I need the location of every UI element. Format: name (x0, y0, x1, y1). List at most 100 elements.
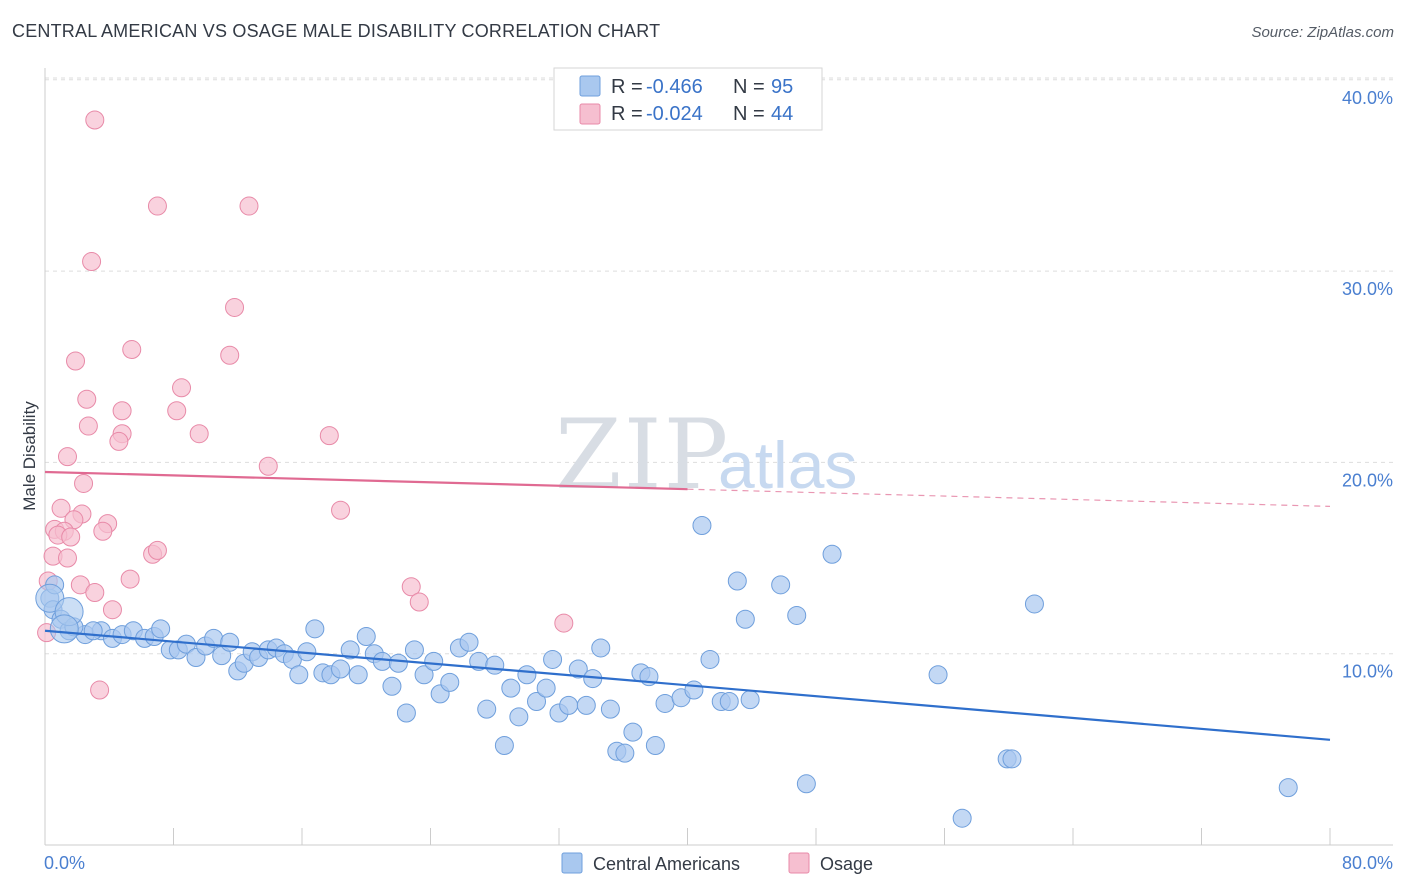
osage-point-21 (331, 500, 351, 520)
central-americans-point-65 (600, 699, 620, 719)
central-americans-point-55 (517, 665, 537, 685)
central-americans-point-42 (404, 640, 424, 660)
osage-point-5 (122, 340, 142, 360)
central-americans-point-89 (1002, 749, 1022, 769)
central-americans-point-34 (340, 640, 360, 660)
osage-point-20 (51, 498, 71, 518)
central-americans-point-19 (220, 632, 240, 652)
osage-point-27 (93, 521, 113, 541)
osage-point-31 (147, 540, 167, 560)
legend-n-label-1: N = (733, 76, 765, 98)
central-americans-point-75 (692, 516, 712, 536)
central-americans-point-83 (787, 605, 807, 625)
chart-title: CENTRAL AMERICAN VS OSAGE MALE DISABILIT… (12, 21, 661, 41)
watermark-atlas: atlas (718, 428, 857, 502)
central-americans-point-35 (348, 665, 368, 685)
tick-labels: 10.0% 20.0% 30.0% 40.0% 0.0% 80.0% (44, 88, 1393, 873)
bottom-legend-swatch-central-americans (561, 852, 583, 874)
central-americans-point-90 (1024, 594, 1044, 614)
osage-point-29 (61, 527, 81, 547)
data-points (35, 110, 1298, 828)
osage-point-7 (66, 351, 86, 371)
osage-point-1 (147, 196, 167, 216)
central-americans-point-68 (623, 722, 643, 742)
trend-lines (44, 470, 1331, 741)
osage-point-6 (220, 345, 240, 365)
grid-lines (45, 77, 1393, 655)
bottom-legend-swatch-osage (788, 852, 810, 874)
central-americans-point-85 (822, 544, 842, 564)
osage-point-9 (77, 389, 97, 409)
central-americans-point-51 (485, 655, 505, 675)
central-americans-trend-line (44, 629, 1331, 741)
osage-point-10 (112, 401, 132, 421)
central-americans-point-87 (952, 808, 972, 828)
central-americans-point-71 (645, 736, 665, 756)
central-americans-point-11 (151, 619, 171, 639)
y-tick-label-2: 30.0% (1342, 279, 1393, 299)
central-americans-point-82 (771, 575, 791, 595)
series-legend: Central Americans Osage (561, 852, 873, 874)
osage-trend-line (44, 470, 688, 491)
y-tick-label-1: 20.0% (1342, 470, 1393, 490)
central-americans-point-80 (735, 609, 755, 629)
central-americans-point-38 (372, 651, 392, 671)
central-americans-point-44 (424, 651, 444, 671)
central-americans-point-41 (396, 703, 416, 723)
legend-r-value-1: -0.466 (646, 76, 703, 98)
osage-point-38 (85, 582, 105, 602)
osage-point-0 (85, 110, 105, 130)
osage-point-2 (239, 196, 259, 216)
bottom-legend-central-americans: Central Americans (593, 854, 740, 874)
legend-n-value-2: 44 (771, 103, 793, 125)
central-americans-point-79 (727, 571, 747, 591)
osage-point-3 (82, 252, 102, 272)
osage-point-19 (74, 473, 94, 493)
osage-point-11 (167, 401, 187, 421)
osage-point-15 (319, 426, 339, 446)
stats-legend: R = -0.466 N = 95 R = -0.024 N = 44 (553, 67, 823, 131)
y-tick-label-3: 40.0% (1342, 88, 1393, 108)
osage-point-41 (554, 613, 574, 633)
central-americans-point-36 (356, 626, 376, 646)
central-americans-point-94 (83, 621, 103, 641)
central-americans-point-72 (655, 693, 675, 713)
central-americans-point-46 (440, 672, 460, 692)
central-americans-point-86 (928, 665, 948, 685)
central-americans-point-67 (615, 743, 635, 763)
central-americans-point-50 (477, 699, 497, 719)
osage-point-16 (109, 431, 129, 451)
legend-swatch-central-americans (579, 75, 601, 97)
osage-point-37 (401, 577, 421, 597)
central-americans-point-57 (536, 678, 556, 698)
osage-point-14 (189, 424, 209, 444)
y-axis-label: Male Disability (20, 401, 39, 511)
axes (44, 68, 1393, 846)
osage-trend-line-extension (687, 488, 1331, 507)
osage-point-42 (90, 680, 110, 700)
central-americans-point-64 (591, 638, 611, 658)
central-americans-point-91 (1278, 778, 1298, 798)
x-tick-label-1: 80.0% (1342, 853, 1393, 873)
osage-point-17 (57, 447, 77, 467)
osage-point-12 (78, 416, 98, 436)
central-americans-point-81 (740, 690, 760, 710)
central-americans-point-78 (719, 692, 739, 712)
central-americans-point-54 (509, 707, 529, 727)
osage-point-39 (409, 592, 429, 612)
watermark-zip: ZIP (555, 399, 730, 511)
osage-point-18 (258, 456, 278, 476)
central-americans-point-33 (331, 659, 351, 679)
central-americans-point-39 (382, 676, 402, 696)
watermark: ZIP atlas (555, 399, 857, 511)
bottom-legend-osage: Osage (820, 854, 873, 874)
osage-point-40 (102, 600, 122, 620)
central-americans-point-60 (559, 695, 579, 715)
central-americans-point-62 (576, 695, 596, 715)
central-americans-point-58 (543, 649, 563, 669)
central-americans-point-76 (700, 649, 720, 669)
legend-r-value-2: -0.024 (646, 103, 703, 125)
central-americans-point-40 (388, 653, 408, 673)
osage-point-34 (120, 569, 140, 589)
central-americans-point-84 (796, 774, 816, 794)
